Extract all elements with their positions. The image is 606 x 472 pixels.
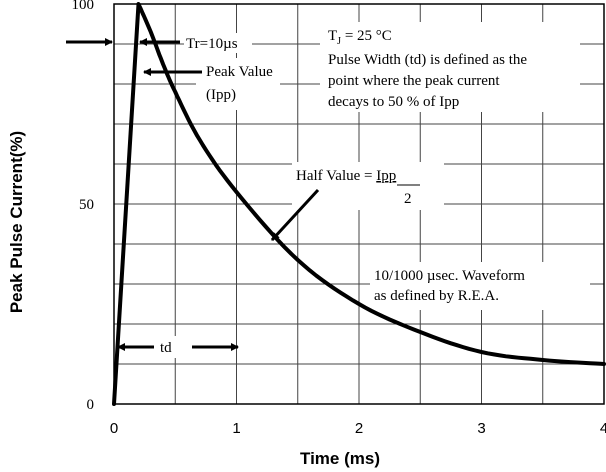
x-tick-label: 3: [477, 420, 485, 437]
y-tick-labels: 0 50 100: [72, 0, 95, 413]
x-axis-title: Time (ms): [300, 449, 380, 468]
waveform-series-line: [112, 2, 606, 406]
td-label: td: [160, 340, 172, 356]
y-tick-label: 0: [87, 397, 95, 413]
x-tick-label: 1: [232, 420, 240, 437]
x-tick-label: 2: [355, 420, 363, 437]
x-tick-label: 0: [110, 420, 118, 437]
x-tick-labels: 0 1 2 3 4: [110, 420, 606, 437]
pulse-width-note-line3: decays to 50 % of Ipp: [328, 94, 459, 110]
y-tick-label: 100: [72, 0, 95, 13]
pulse-width-note-line1: Pulse Width (td) is defined as the: [328, 52, 527, 68]
waveform-note-line2: as defined by R.E.A.: [374, 288, 499, 304]
annotation-backgrounds: [156, 22, 590, 358]
half-value-label: Half Value = Ipp: [296, 168, 396, 184]
rise-time-label: Tr=10µs: [186, 36, 238, 52]
y-axis-title: Peak Pulse Current(%): [7, 131, 26, 313]
peak-value-label: Peak Value: [206, 64, 273, 80]
junction-temperature-label: TJ = 25 °C: [328, 28, 392, 47]
waveform-note-line1: 10/1000 µsec. Waveform: [374, 268, 525, 284]
peak-ipp-label: (Ipp): [206, 87, 236, 103]
half-value-denominator: 2: [404, 191, 412, 207]
pulse-width-note-line2: point where the peak current: [328, 73, 500, 89]
half-value-arrow: [270, 188, 320, 242]
y-tick-label: 50: [79, 197, 94, 213]
x-tick-label: 4: [600, 420, 606, 437]
plot-frame: [113, 3, 605, 405]
